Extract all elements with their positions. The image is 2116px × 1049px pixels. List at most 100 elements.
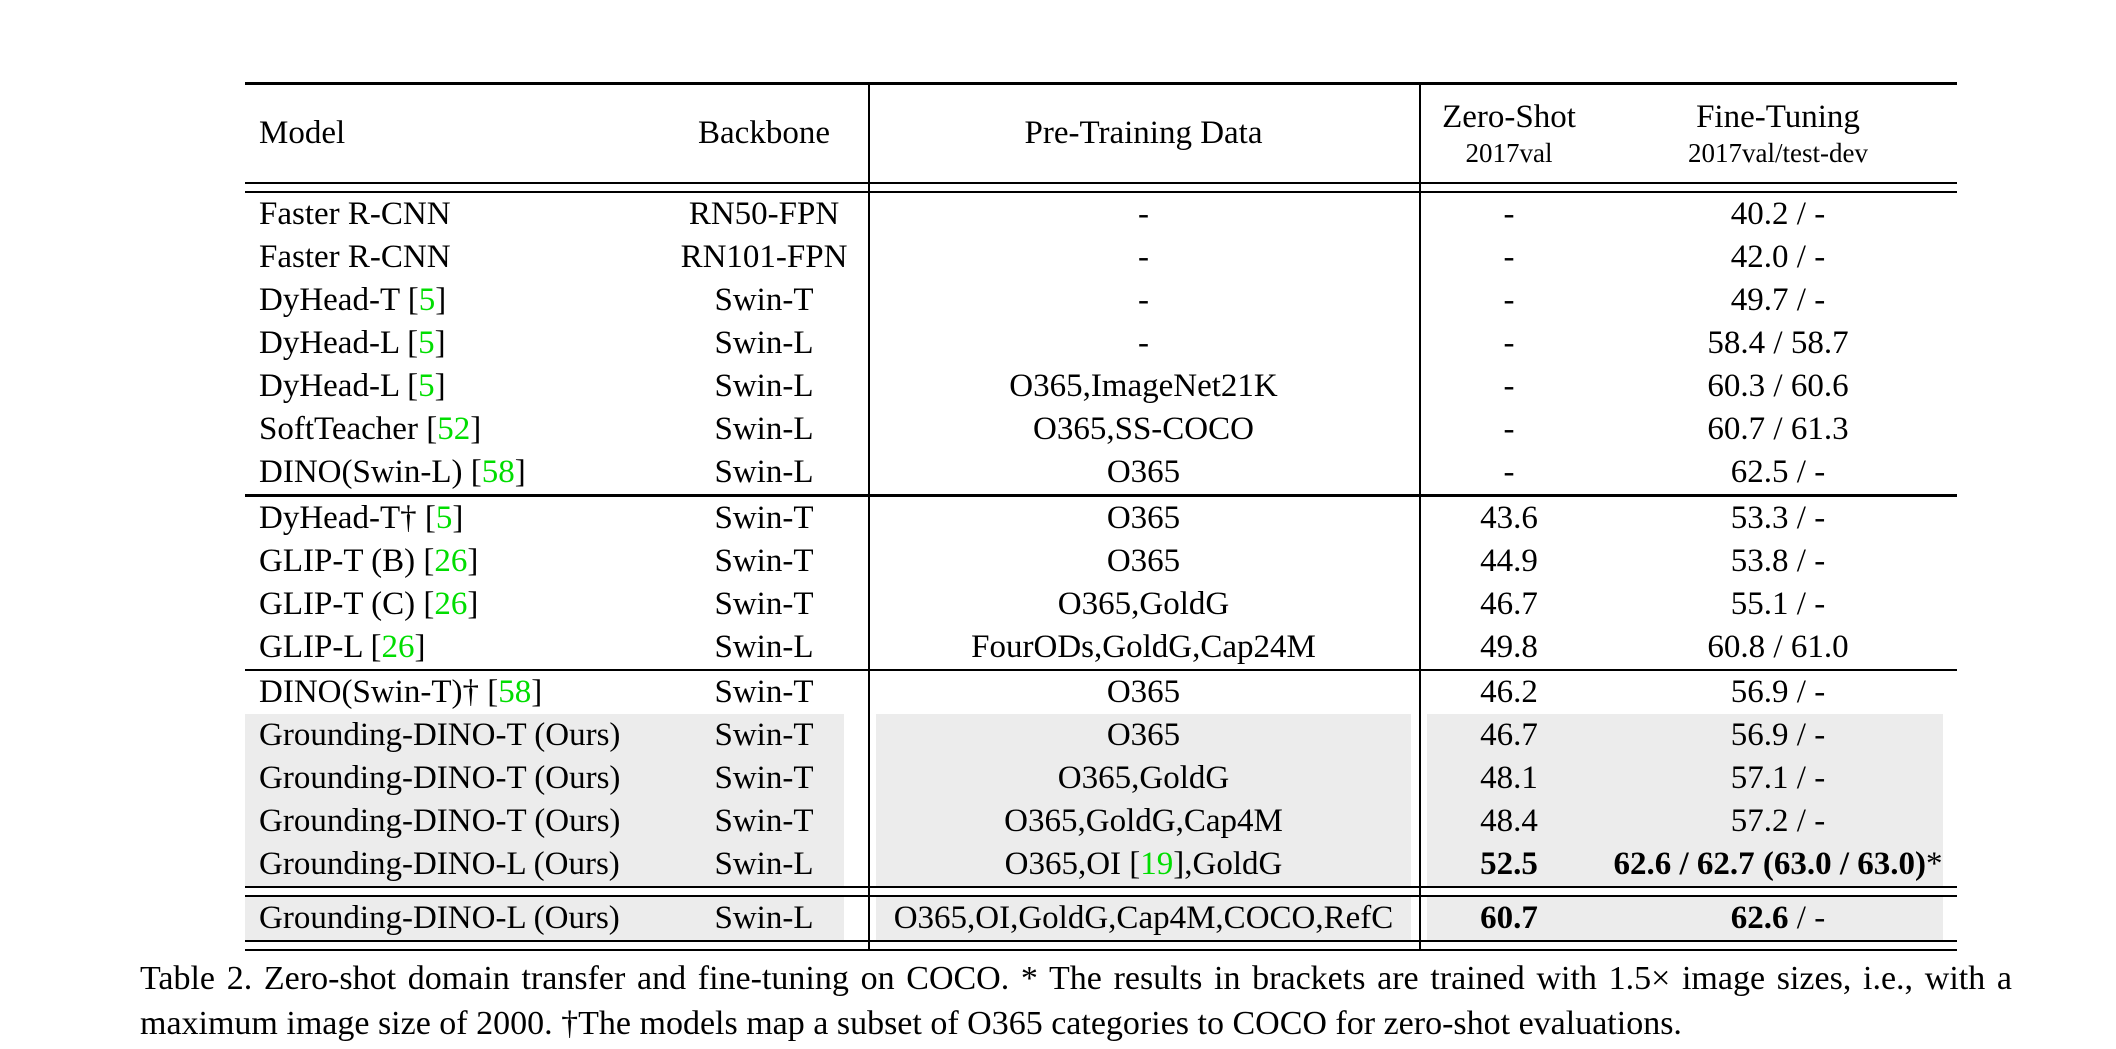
cell-fine-tuning-ap: 40.2 / -: [1599, 193, 1957, 236]
citation-bracket: ]: [414, 628, 426, 665]
cell-model: Grounding-DINO-L (Ours): [245, 897, 660, 940]
table-row: Grounding-DINO-L (Ours) Swin-L O365,OI [19…: [245, 843, 1957, 886]
citation-bracket: [: [398, 325, 419, 361]
cell-backbone: RN50-FPN: [688, 196, 840, 232]
table-section-grounding-dino: DINO(Swin-T)† [58] Swin-T O365 46.2 56.9 / -…: [245, 671, 1957, 886]
table-section-zero-shot-baselines: DyHead-T† [5] Swin-T O365 43.6 53.3 / - GLIP-…: [245, 497, 1957, 669]
citation-bracket: [: [415, 585, 435, 622]
text-segment: O365: [1106, 499, 1181, 536]
citation-link[interactable]: 26: [434, 542, 468, 579]
table-row: DyHead-T [5] Swin-T - - 49.7 / -: [245, 279, 1957, 322]
table-row: DINO(Swin-L) [58] Swin-L O365 - 62.5 / -: [245, 451, 1957, 494]
header-bottom-rule: [245, 182, 1957, 193]
citation-link[interactable]: 5: [435, 499, 453, 536]
model-name: GLIP-L: [259, 628, 363, 665]
text-segment: 48.1: [1480, 760, 1538, 796]
table-section-grounding-dino-full-data: Grounding-DINO-L (Ours) Swin-L O365,OI,Gol…: [245, 897, 1957, 940]
cell-model: Faster R-CNN: [245, 193, 660, 236]
citation-link[interactable]: 58: [481, 454, 515, 490]
text-segment: 43.6: [1480, 499, 1538, 536]
citation-link[interactable]: 26: [434, 585, 468, 622]
cell-zero-shot-ap: 46.7: [1419, 583, 1599, 626]
model-name: Grounding-DINO-L (Ours): [259, 846, 620, 882]
text-segment: -: [1503, 325, 1515, 361]
cell-model: DyHead-T [5]: [245, 279, 660, 322]
text-segment: O365,GoldG: [1057, 585, 1230, 622]
model-name: GLIP-T (C): [259, 585, 416, 622]
text-segment: -: [1503, 368, 1515, 404]
table-row: DyHead-L [5] Swin-L - - 58.4 / 58.7: [245, 322, 1957, 365]
text-segment: O365,ImageNet21K: [1009, 368, 1278, 404]
section-rule-2: [245, 668, 1957, 671]
cell-backbone: Swin-T: [714, 803, 814, 839]
table-row: GLIP-L [26] Swin-L FourODs,GoldG,Cap24M 49.…: [245, 626, 1957, 669]
text-segment: 60.7: [1480, 900, 1538, 936]
citation-bracket: ]: [434, 325, 446, 361]
column-header-pretrain: Pre-Training Data: [1024, 115, 1263, 151]
column-header-model: Model: [259, 115, 346, 151]
model-name: Grounding-DINO-L (Ours): [259, 900, 620, 936]
table-top-rule: [245, 82, 1957, 85]
citation-bracket: ]: [452, 499, 464, 536]
text-segment: -: [1503, 454, 1515, 490]
citation-link[interactable]: 52: [437, 411, 471, 447]
cell-zero-shot-ap: 52.5: [1419, 843, 1599, 886]
cell-model: DyHead-T† [5]: [245, 497, 660, 540]
text-segment: O365: [1106, 717, 1181, 753]
cell-model: GLIP-T (C) [26]: [245, 583, 660, 626]
text-segment: 46.7: [1480, 717, 1538, 753]
text-segment: -: [1503, 282, 1515, 318]
cell-model: Grounding-DINO-L (Ours): [245, 843, 660, 886]
text-segment: *: [1926, 846, 1943, 882]
text-segment: 60.8 / 61.0: [1707, 628, 1849, 665]
citation-link[interactable]: 19: [1140, 846, 1174, 882]
citation-link[interactable]: 5: [418, 282, 436, 318]
cell-zero-shot-ap: 43.6: [1419, 497, 1599, 540]
cell-pretraining-data: O365: [868, 714, 1419, 757]
table-row: GLIP-T (C) [26] Swin-T O365,GoldG 46.7 55.1 …: [245, 583, 1957, 626]
text-segment: -: [1503, 196, 1515, 232]
cell-fine-tuning-ap: 42.0 / -: [1599, 236, 1957, 279]
text-segment: 55.1 / -: [1730, 585, 1826, 622]
model-name: Faster R-CNN: [259, 196, 451, 232]
zeroshot-subtitle: 2017val: [1465, 137, 1553, 168]
cell-pretraining-data: O365,GoldG,Cap4M: [868, 800, 1419, 843]
model-name: SoftTeacher: [259, 411, 418, 447]
text-segment: O365,OI [: [1004, 846, 1141, 882]
cell-model: Faster R-CNN: [245, 236, 660, 279]
citation-link[interactable]: 5: [418, 325, 435, 361]
text-segment: -: [1503, 411, 1515, 447]
table-row: Grounding-DINO-T (Ours) Swin-T O365 46.7 56.…: [245, 714, 1957, 757]
table-bottom-rule: [245, 940, 1957, 951]
cell-pretraining-data: O365: [868, 451, 1419, 494]
citation-link[interactable]: 5: [418, 368, 435, 404]
citation-bracket: [: [417, 411, 438, 447]
text-segment: O365,GoldG: [1057, 760, 1230, 796]
table-row: DyHead-L [5] Swin-L O365,ImageNet21K - 60.3 …: [245, 365, 1957, 408]
column-header-finetune: Fine-Tuning 2017val/test-dev: [1599, 99, 1957, 169]
section-rule-1: [245, 494, 1957, 497]
cell-fine-tuning-ap: 62.5 / -: [1599, 451, 1957, 494]
cell-model: DyHead-L [5]: [245, 322, 660, 365]
cell-backbone: Swin-L: [714, 628, 814, 665]
citation-link[interactable]: 26: [381, 628, 415, 665]
cell-fine-tuning-ap: 62.6 / 62.7 (63.0 / 63.0)*: [1599, 843, 1957, 886]
cell-zero-shot-ap: -: [1419, 279, 1599, 322]
text-segment: / -: [1788, 900, 1826, 936]
cell-fine-tuning-ap: 57.2 / -: [1599, 800, 1957, 843]
text-segment: 44.9: [1480, 542, 1538, 579]
cell-backbone: Swin-T: [714, 674, 814, 710]
citation-bracket: ]: [514, 454, 526, 490]
text-segment: 62.6: [1730, 900, 1789, 936]
cell-pretraining-data: O365,OI [19],GoldG: [868, 843, 1419, 886]
citation-link[interactable]: 58: [498, 674, 532, 710]
cell-backbone: Swin-T: [714, 760, 814, 796]
text-segment: O365: [1106, 674, 1181, 710]
model-name: GLIP-T (B): [259, 542, 416, 579]
text-segment: 48.4: [1480, 803, 1538, 839]
citation-bracket: [: [362, 628, 382, 665]
text-segment: -: [1138, 325, 1149, 361]
cell-pretraining-data: O365,OI,GoldG,Cap4M,COCO,RefC: [868, 897, 1419, 940]
model-name: Grounding-DINO-T (Ours): [259, 760, 621, 796]
text-segment: 52.5: [1480, 846, 1538, 882]
